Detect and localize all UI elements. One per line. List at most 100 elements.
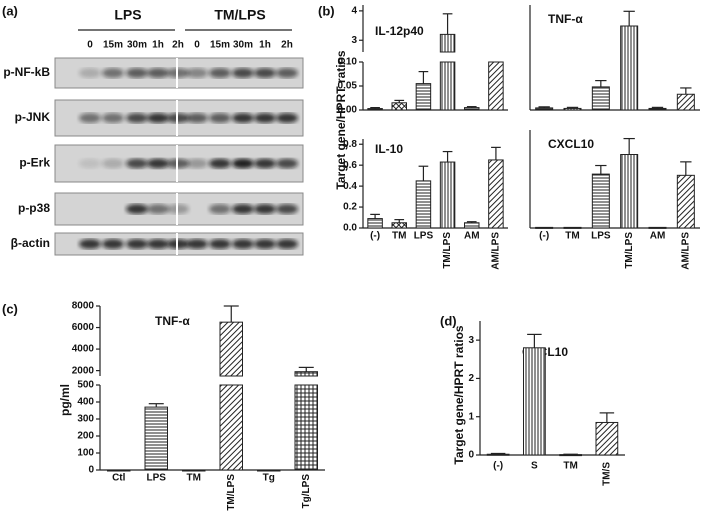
error-bar (651, 106, 664, 109)
error-bar (394, 219, 405, 223)
error-bar (491, 146, 501, 160)
x-tick-label: (-) (539, 231, 549, 242)
x-tick-label: TM (187, 473, 201, 484)
bar (182, 469, 206, 472)
band (147, 204, 169, 214)
bar (144, 406, 168, 471)
error-bar (370, 106, 380, 109)
lane-label: 30m (127, 40, 147, 51)
lane-label: 30m (233, 40, 253, 51)
lane-label: 1h (152, 40, 164, 51)
band (232, 113, 254, 123)
y-tick-label: 2000 (72, 365, 95, 376)
chart-title: TNF-α (155, 314, 190, 328)
bar (535, 107, 554, 111)
error-bar (623, 10, 635, 26)
band (232, 239, 254, 249)
band (254, 239, 276, 249)
band (126, 113, 148, 123)
y-tick-label: 0.8 (343, 139, 357, 150)
error-bar (538, 106, 550, 108)
row-label: p-Erk (19, 156, 50, 170)
bar (676, 93, 695, 111)
bar (391, 222, 407, 229)
panel-label: (c) (2, 301, 18, 316)
lane-label: 2h (281, 40, 293, 51)
y-tick-label: 100 (77, 448, 94, 459)
band (232, 204, 254, 214)
error-bar (595, 79, 607, 87)
band (79, 239, 101, 249)
bar-upper (439, 33, 456, 53)
band (276, 113, 298, 123)
x-tick-label: TM/LPS (442, 232, 453, 269)
chart-title: IL-12p40 (375, 24, 424, 38)
band (126, 68, 148, 78)
band (126, 204, 148, 214)
group-label: TM/LPS (214, 7, 265, 23)
y-tick-label: 0.10 (338, 57, 358, 68)
bar (523, 347, 546, 456)
y-tick-label: 300 (77, 414, 94, 425)
y-tick-label: 500 (77, 380, 94, 391)
panel-label: (b) (318, 3, 335, 18)
group-label: LPS (114, 7, 141, 23)
band (232, 158, 254, 169)
lane-label: 0 (194, 40, 200, 51)
y-tick-label: 2 (468, 373, 474, 384)
error-bar (148, 403, 164, 408)
bar (439, 61, 456, 111)
y-tick-label: 200 (77, 431, 94, 442)
bar (488, 159, 504, 229)
band (102, 239, 124, 249)
bar (439, 161, 456, 229)
bar (486, 453, 510, 456)
x-tick-label: LPS (147, 473, 167, 484)
error-bar (223, 305, 239, 323)
bar-upper (219, 321, 243, 377)
bar (563, 107, 582, 111)
panel-label: (d) (440, 313, 457, 328)
bar (415, 83, 432, 111)
error-bar (418, 70, 429, 84)
x-tick-label: AM (650, 231, 666, 242)
row-label: p-JNK (15, 110, 51, 124)
band (254, 68, 276, 78)
error-bar (466, 106, 477, 108)
lane-label: 15m (103, 40, 123, 51)
bar (648, 107, 667, 111)
band (232, 68, 254, 78)
y-tick-label: 0.05 (338, 81, 358, 92)
y-axis-label: Target gene/HPRT ratios (334, 50, 348, 189)
lane-label: 0 (87, 40, 93, 51)
error-bar (370, 213, 380, 219)
error-bar (623, 137, 635, 155)
bar (648, 226, 667, 229)
band (209, 113, 231, 123)
lane-label: 1h (259, 40, 271, 51)
band (254, 204, 276, 214)
x-tick-label: (-) (493, 461, 503, 472)
x-tick-label: AM/LPS (491, 232, 502, 270)
error-bar (527, 333, 542, 348)
band (209, 204, 231, 214)
x-tick-label: TM (563, 461, 577, 472)
band (209, 239, 231, 249)
x-tick-label: TM/S (602, 462, 613, 486)
band (147, 113, 169, 123)
bar (257, 469, 281, 472)
x-tick-label: TM/LPS (624, 232, 635, 269)
x-tick-label: Tg (263, 473, 275, 484)
row-label: p-NF-kB (3, 65, 50, 79)
bar (676, 174, 695, 229)
band (276, 158, 298, 169)
bar (591, 173, 610, 229)
y-tick-label: 0.00 (338, 105, 358, 116)
panel-label: (a) (2, 3, 18, 18)
x-tick-label: Tg/LPS (301, 474, 312, 509)
x-tick-label: TM (565, 231, 579, 242)
chart-title: TNF-α (548, 12, 583, 26)
band (186, 239, 208, 249)
y-tick-label: 4000 (72, 344, 95, 355)
